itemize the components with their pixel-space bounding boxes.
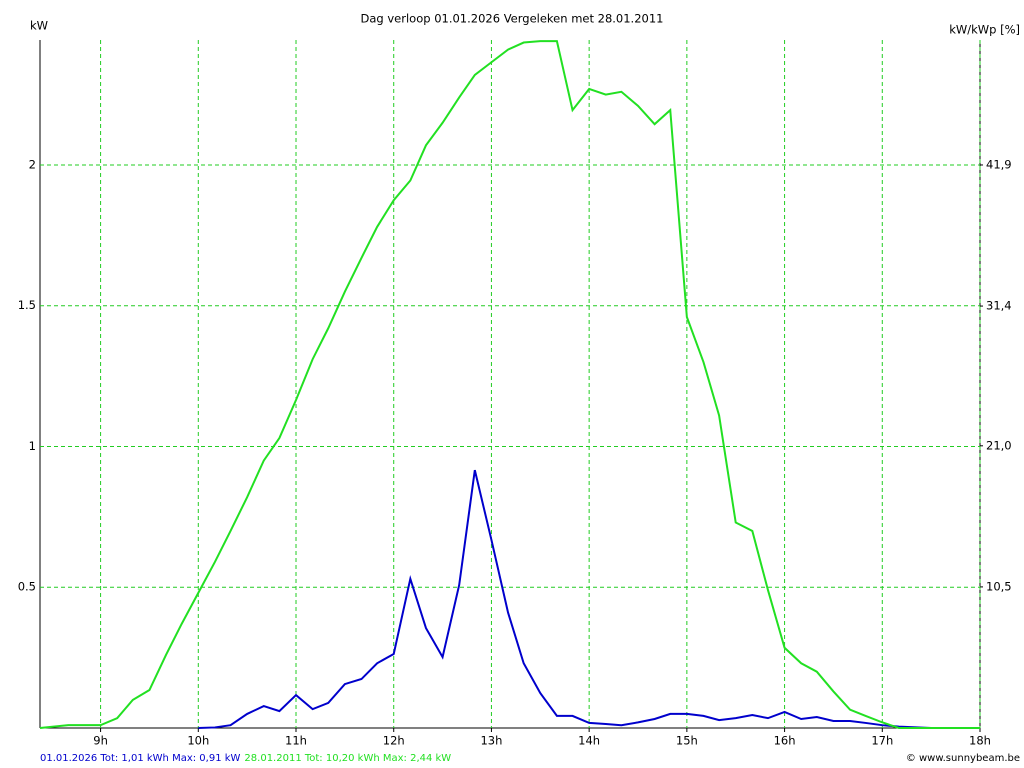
copyright: © www.sunnybeam.be [906,753,1020,764]
x-tick-label: 16h [774,734,796,748]
x-tick-label: 10h [187,734,209,748]
legend-entry: 01.01.2026 Tot: 1,01 kWh Max: 0,91 kW [40,753,241,764]
y2-tick-label: 41,9 [986,157,1012,171]
y2-tick-label: 21,0 [986,438,1012,452]
y2-tick-label: 10,5 [986,579,1012,593]
y-tick-label: 2 [29,157,36,171]
x-tick-label: 12h [383,734,405,748]
x-tick-label: 11h [285,734,307,748]
x-tick-label: 13h [480,734,502,748]
x-tick-label: 15h [676,734,698,748]
y-tick-label: 1 [29,439,36,453]
series-line [39,40,980,729]
y-axis-label: kW [30,19,48,33]
x-tick-label: 18h [969,734,991,748]
chart-title: Dag verloop 01.01.2026 Vergeleken met 28… [361,12,664,26]
y2-axis-label: kW/kWp [%] [949,23,1020,37]
series-line [198,469,980,729]
y2-tick-label: 31,4 [986,299,1012,313]
y-tick-label: 1.5 [18,298,36,312]
x-tick-label: 14h [578,734,600,748]
x-tick-label: 17h [871,734,893,748]
legend-entry: 28.01.2011 Tot: 10,20 kWh Max: 2,44 kW [244,753,451,764]
x-tick-label: 9h [93,734,108,748]
y-tick-label: 0.5 [18,580,36,594]
